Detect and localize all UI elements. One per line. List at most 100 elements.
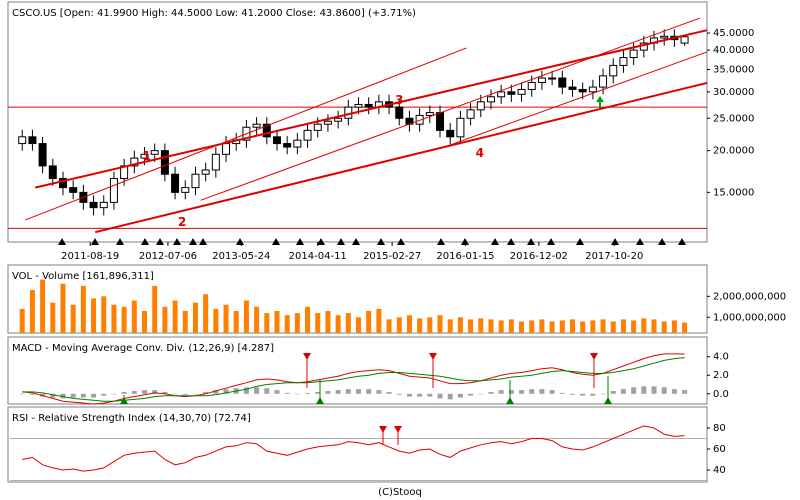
y-tick-label: 0.0 [713, 389, 729, 400]
bar [29, 290, 35, 333]
histogram-bar [549, 390, 555, 394]
histogram-bar [192, 393, 198, 395]
y-tick-label: 40.0000 [713, 45, 754, 56]
x-tick-label: 2012-07-06 [139, 251, 197, 262]
histogram-bar [101, 393, 107, 396]
line-series [22, 425, 685, 472]
bar [233, 310, 239, 333]
y-tick-label: 2.0 [713, 370, 729, 381]
histogram-bar [468, 393, 474, 396]
panel-frame [7, 1, 708, 243]
histogram-bar [671, 389, 677, 394]
bar [162, 306, 168, 333]
candle-body [507, 91, 516, 95]
histogram-bar [152, 390, 158, 394]
signal-triangle [236, 238, 244, 245]
signal-triangle [141, 238, 149, 245]
candle-body [436, 112, 445, 131]
signal-triangle [377, 238, 385, 245]
bar [70, 304, 76, 333]
candle-body [425, 112, 434, 116]
bar [19, 308, 25, 333]
histogram-bar [406, 393, 412, 397]
bar [529, 320, 535, 333]
trend-line [200, 17, 701, 201]
bar [264, 313, 270, 333]
histogram-bar [356, 389, 361, 394]
bar [457, 317, 463, 333]
bar [50, 302, 56, 333]
candle-body [456, 117, 465, 138]
histogram-bar [590, 393, 596, 396]
bar [294, 313, 300, 333]
panel-title: VOL - Volume [161,896,311] [12, 271, 154, 282]
candle-body [609, 64, 618, 77]
sell-signal [303, 353, 311, 360]
candle-body [150, 150, 159, 155]
signal-triangle [576, 238, 584, 245]
bar [508, 319, 514, 333]
bar [610, 321, 616, 333]
histogram-bar [651, 386, 657, 394]
candle-body [18, 136, 27, 145]
histogram-bar [376, 390, 382, 394]
buy-signal [604, 397, 612, 404]
histogram-bar [631, 387, 637, 394]
bar [590, 320, 596, 333]
bar [254, 306, 260, 333]
bar [651, 319, 657, 333]
histogram-bar [203, 391, 209, 394]
candle-body [364, 103, 373, 108]
y-tick-label: 60 [713, 444, 726, 455]
sell-signal [429, 353, 437, 360]
bar [549, 321, 555, 333]
candle-body [568, 86, 577, 90]
bar [356, 317, 361, 333]
candle-body [171, 173, 180, 193]
y-tick-label: 1,000,000,000 [713, 312, 786, 323]
candle-body [48, 165, 57, 180]
bar [325, 310, 331, 333]
bar [478, 318, 484, 333]
histogram-bar [417, 393, 423, 397]
candle-body [293, 139, 302, 148]
bar [192, 302, 198, 333]
histogram-bar [131, 391, 137, 394]
histogram-bar [610, 391, 616, 394]
histogram-bar [682, 390, 688, 394]
y-tick-label: 30.0000 [713, 87, 754, 98]
histogram-bar [335, 390, 341, 394]
candle-body [283, 143, 292, 148]
signal-triangle [58, 238, 66, 245]
candle-body [323, 120, 332, 125]
candle-body [252, 123, 261, 128]
bar [376, 308, 382, 333]
plot: CSCO.US [Open: 41.9900 High: 44.5000 Low… [8, 8, 786, 482]
bar [468, 319, 474, 333]
x-tick-label: 2015-02-27 [363, 251, 421, 262]
bar [203, 294, 209, 333]
histogram-bar [50, 393, 56, 398]
candle-body [99, 201, 108, 209]
histogram-bar [478, 393, 484, 395]
bar [182, 310, 188, 333]
histogram-bar [172, 393, 178, 395]
bar [243, 300, 249, 333]
candle-body [89, 201, 98, 209]
signal-triangle [437, 238, 445, 245]
histogram-bar [254, 387, 260, 394]
buy-signal [316, 397, 324, 404]
x-tick-label: 2014-04-11 [289, 251, 347, 262]
histogram-bar [121, 391, 127, 394]
histogram-bar [366, 389, 372, 394]
histogram-bar [529, 389, 535, 394]
histogram-bar [508, 390, 514, 394]
candle-body [38, 143, 47, 167]
line-series [22, 353, 685, 405]
panel-title: MACD - Moving Average Conv. Div. (12,26,… [12, 343, 274, 354]
annotation: 3 [395, 93, 403, 107]
signal-triangle [199, 238, 207, 245]
y-tick-label: 20.0000 [713, 146, 754, 157]
y-tick-label: 4.0 [713, 352, 729, 363]
candle-body [619, 57, 628, 66]
